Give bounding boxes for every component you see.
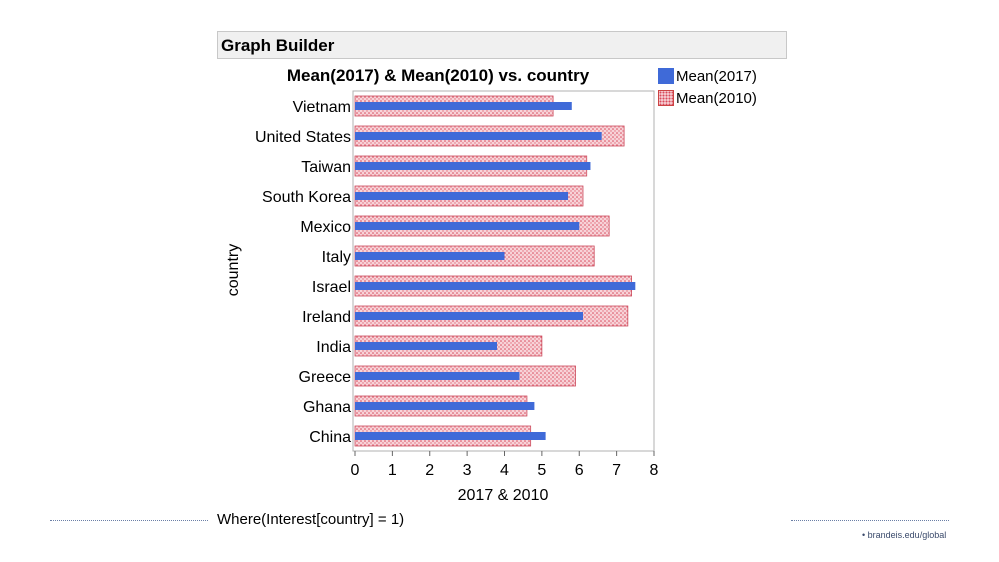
bar-2017-italy — [355, 252, 505, 260]
bar-2017-mexico — [355, 222, 580, 230]
y-tick-label: Ireland — [302, 309, 351, 326]
x-tick-label: 4 — [500, 462, 509, 479]
y-tick-label: South Korea — [262, 189, 351, 206]
y-tick-label: Israel — [312, 279, 351, 296]
chart-title: Mean(2017) & Mean(2010) vs. country — [286, 66, 590, 85]
where-clause: Where(Interest[country] = 1) — [217, 511, 405, 528]
bar-2017-greece — [355, 372, 520, 380]
x-tick-label: 1 — [388, 462, 397, 479]
x-tick-label: 6 — [575, 462, 584, 479]
bar-2017-ireland — [355, 312, 583, 320]
plot-frame — [352, 90, 655, 452]
y-tick-label: Greece — [299, 369, 352, 386]
y-tick-label: Italy — [322, 249, 351, 266]
y-tick-label: India — [316, 339, 351, 356]
y-tick-label: China — [309, 429, 351, 446]
bar-2017-taiwan — [355, 162, 591, 170]
bar-2017-china — [355, 432, 546, 440]
footer-divider-right — [791, 520, 949, 521]
legend-item-2010: Mean(2010) — [658, 87, 757, 109]
legend-swatch-2017 — [658, 68, 674, 84]
footer-divider-left — [50, 520, 208, 521]
x-tick-label: 8 — [650, 462, 659, 479]
panel-header: Graph Builder — [217, 31, 787, 59]
x-tick-label: 3 — [463, 462, 472, 479]
x-tick-label: 7 — [612, 462, 621, 479]
legend-label-2010: Mean(2010) — [676, 89, 757, 107]
y-axis-label: country — [225, 244, 242, 296]
legend-item-2017: Mean(2017) — [658, 65, 757, 87]
y-tick-label: Taiwan — [301, 159, 351, 176]
bar-2017-ghana — [355, 402, 535, 410]
legend-swatch-2010 — [658, 90, 674, 106]
bar-2017-south-korea — [355, 192, 569, 200]
bar-2017-israel — [355, 282, 636, 290]
bar-2017-vietnam — [355, 102, 572, 110]
y-tick-label: Vietnam — [293, 99, 351, 116]
site-url: • brandeis.edu/global — [862, 530, 947, 540]
y-tick-label: Mexico — [300, 219, 351, 236]
bar-2017-india — [355, 342, 498, 350]
bar-2017-united-states — [355, 132, 602, 140]
y-tick-label: Ghana — [303, 399, 351, 416]
x-tick-label: 2 — [425, 462, 434, 479]
x-tick-label: 0 — [351, 462, 360, 479]
legend: Mean(2017) Mean(2010) — [658, 65, 757, 109]
legend-label-2017: Mean(2017) — [676, 67, 757, 85]
x-tick-label: 5 — [537, 462, 546, 479]
y-tick-label: United States — [255, 129, 351, 146]
panel-title: Graph Builder — [221, 36, 335, 55]
x-axis-label: 2017 & 2010 — [458, 487, 549, 504]
